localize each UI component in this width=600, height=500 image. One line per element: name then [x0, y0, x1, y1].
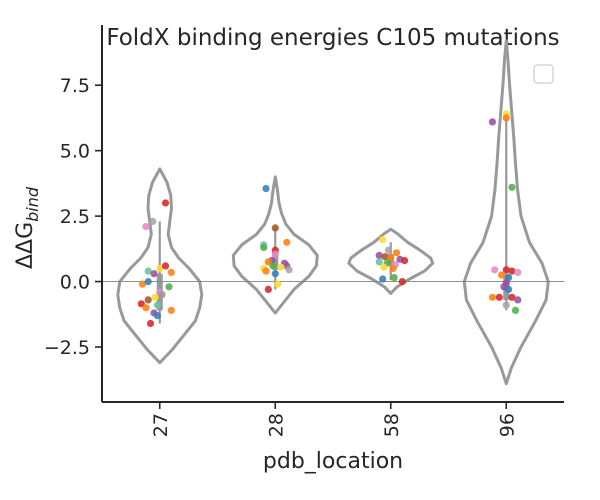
legend-box: [533, 64, 554, 84]
data-point-96: [495, 293, 503, 301]
data-point-58: [401, 257, 409, 265]
data-point-58: [379, 275, 387, 283]
data-point-28: [274, 280, 282, 288]
data-point-27: [167, 268, 175, 276]
data-point-96: [514, 268, 522, 276]
axes: −2.5 0.0 2.5 5.0 7.5 27 28 58 96: [44, 25, 564, 437]
data-point-28: [260, 243, 268, 252]
data-point-96: [491, 266, 499, 274]
data-point-27: [144, 296, 152, 304]
data-point-27: [161, 199, 170, 207]
data-point-96: [508, 293, 516, 301]
data-point-96: [508, 267, 516, 275]
x-tick-label-27: 27: [150, 413, 172, 437]
data-point-96: [502, 301, 510, 309]
y-tick-label: 2.5: [60, 206, 90, 228]
data-point-27: [142, 223, 150, 231]
data-point-96: [488, 118, 496, 126]
data-point-28: [283, 238, 291, 246]
plot-area: [102, 39, 564, 386]
x-axis-label: pdb_location: [263, 449, 403, 474]
y-tick-label: 0.0: [60, 272, 90, 294]
y-tick-label: 5.0: [60, 141, 90, 163]
data-point-27: [165, 283, 173, 291]
data-point-96: [488, 293, 496, 301]
data-point-58: [381, 253, 389, 261]
data-point-27: [144, 278, 152, 286]
data-point-96: [505, 285, 513, 293]
y-axis-label: ΔΔGbind: [13, 186, 42, 269]
y-axis-label-subscript: bind: [23, 186, 42, 222]
data-point-58: [375, 251, 383, 259]
data-point-28: [264, 285, 272, 293]
y-axis-label-group: ΔΔGbind: [13, 186, 42, 269]
data-point-28: [271, 250, 279, 258]
data-point-27: [161, 262, 170, 270]
x-tick-label-58: 58: [381, 413, 403, 437]
data-point-27: [149, 217, 157, 225]
y-tick-label: 7.5: [60, 75, 90, 97]
data-point-27: [144, 267, 152, 275]
data-point-28: [285, 266, 293, 274]
data-point-58: [379, 236, 387, 244]
data-point-27: [158, 291, 166, 299]
data-point-58: [390, 274, 398, 282]
data-point-58: [384, 246, 392, 254]
data-point-28: [262, 267, 270, 275]
data-point-96: [498, 271, 506, 279]
data-point-27: [153, 301, 161, 309]
data-point-58: [375, 258, 383, 266]
data-point-27: [138, 280, 146, 288]
data-point-27: [142, 304, 150, 312]
data-point-28: [271, 270, 279, 278]
y-axis-label-main: ΔΔG: [13, 222, 38, 269]
data-point-28: [262, 185, 270, 193]
data-point-27: [156, 264, 164, 273]
data-point-96: [502, 114, 510, 122]
data-point-58: [389, 264, 397, 273]
data-point-27: [146, 319, 155, 328]
data-point-28: [271, 224, 279, 232]
data-point-96: [502, 266, 510, 274]
data-point-28: [269, 262, 277, 270]
data-point-58: [380, 263, 388, 271]
y-tick-label: −2.5: [44, 337, 90, 359]
data-point-58: [398, 278, 406, 286]
data-point-28: [277, 263, 285, 271]
chart-title: FoldX binding energies C105 mutations: [106, 25, 559, 51]
data-point-27: [151, 293, 159, 301]
x-tick-label-28: 28: [265, 413, 287, 437]
data-point-96: [514, 296, 522, 304]
data-point-27: [150, 270, 158, 278]
data-point-27: [167, 306, 175, 314]
data-point-96: [508, 183, 516, 191]
data-point-58: [387, 254, 395, 262]
x-tick-label-96: 96: [496, 413, 518, 437]
data-point-96: [511, 306, 520, 314]
data-point-27: [153, 312, 161, 320]
data-point-58: [392, 249, 401, 257]
